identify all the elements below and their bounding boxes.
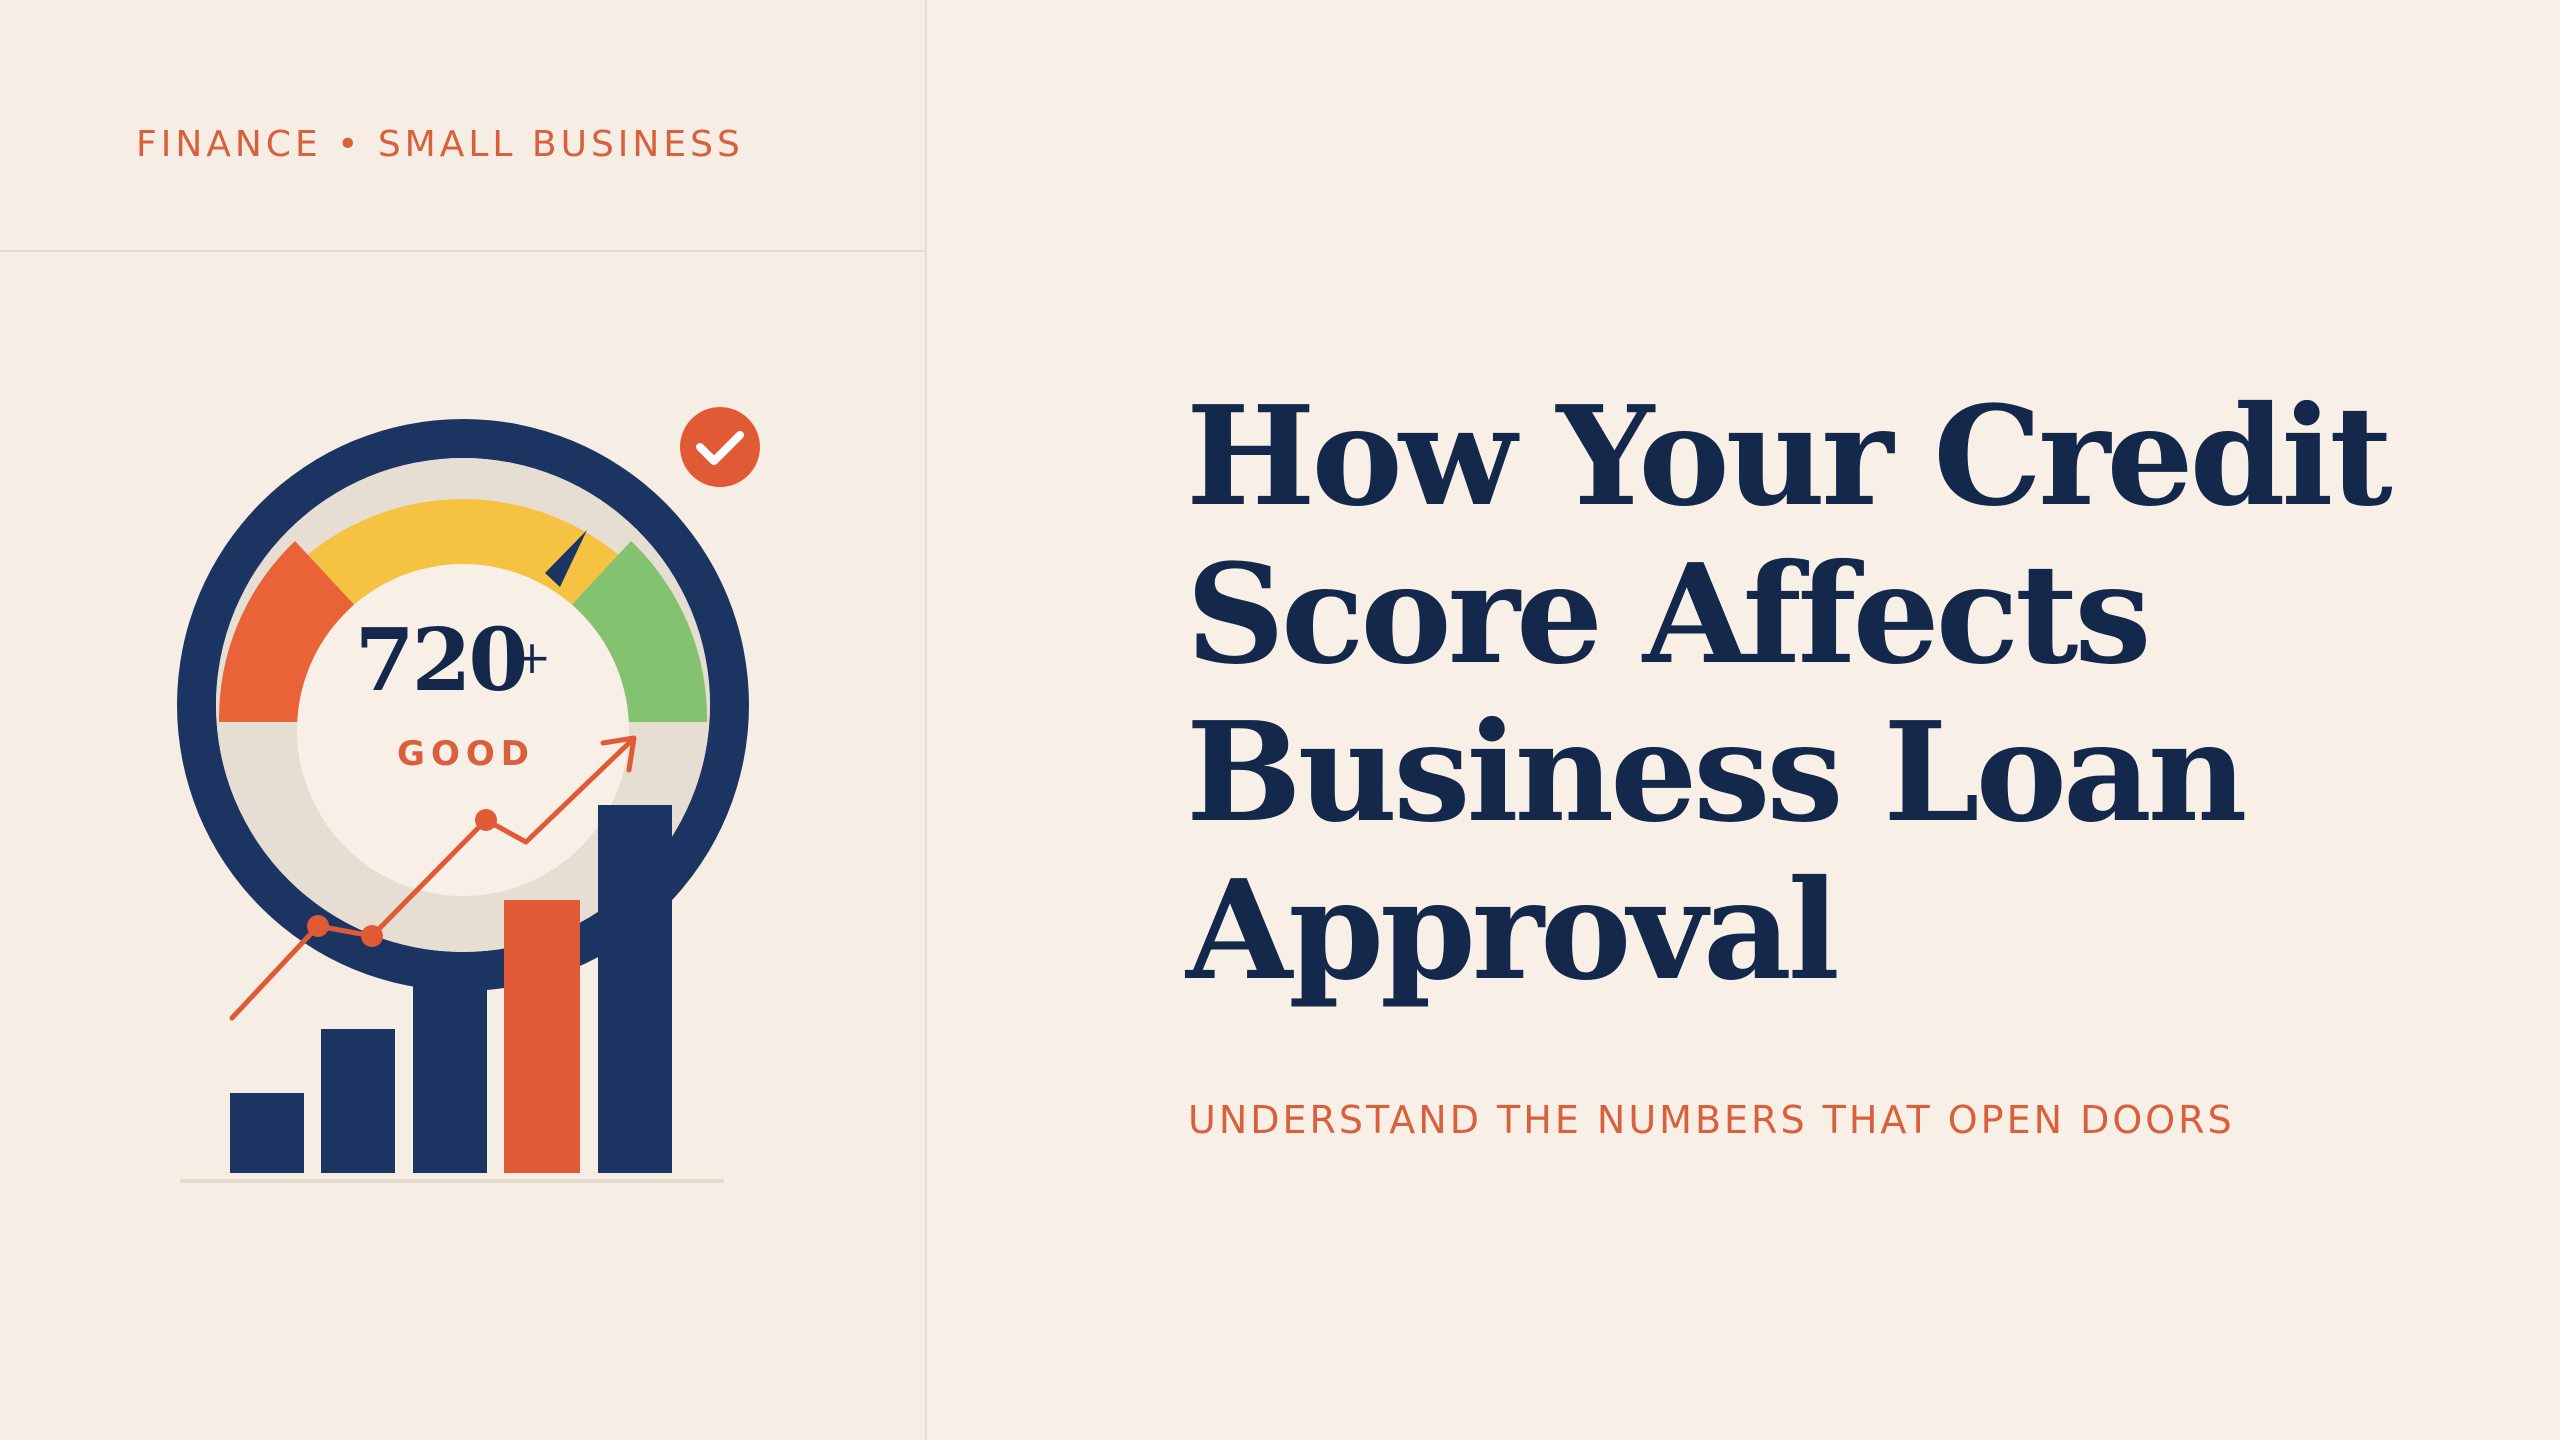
left-panel: FINANCE • SMALL BUSINESS 720 + GOOD (0, 0, 927, 1440)
divider (0, 250, 925, 252)
page-title: How Your Credit Score Affects Business L… (1186, 376, 2393, 1011)
growth-bar-chart-icon (180, 805, 724, 1183)
credit-gauge-icon (177, 419, 749, 991)
subtitle: UNDERSTAND THE NUMBERS THAT OPEN DOORS (1188, 1098, 2235, 1142)
trend-arrow-icon (229, 735, 637, 1021)
check-badge-icon (680, 407, 760, 487)
score-rating: GOOD (397, 734, 535, 774)
category-label: FINANCE • SMALL BUSINESS (136, 124, 744, 165)
svg-text:720: 720 (355, 610, 526, 711)
score-suffix: + (513, 630, 552, 684)
credit-score-illustration: 720 + GOOD (177, 407, 760, 1183)
score-value: 720 (355, 610, 526, 711)
